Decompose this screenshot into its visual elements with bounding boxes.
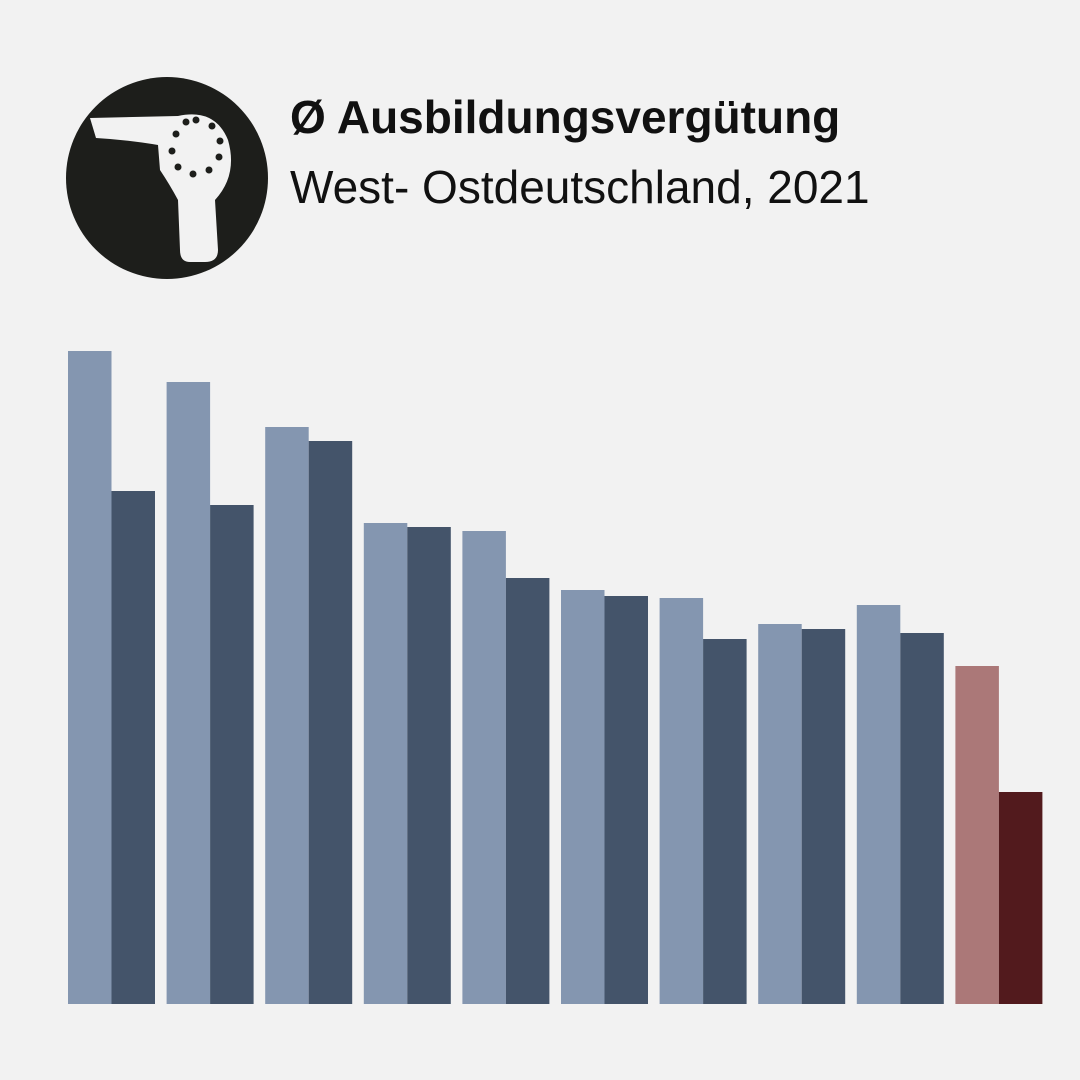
bar — [111, 491, 155, 1004]
bar — [604, 596, 648, 1004]
bar — [801, 629, 846, 1004]
bar — [308, 441, 353, 1004]
bar — [703, 639, 747, 1004]
bar — [166, 382, 211, 1004]
bar — [561, 590, 605, 1004]
bar — [265, 427, 309, 1004]
bar — [856, 605, 901, 1004]
bar — [998, 792, 1043, 1004]
icon — [66, 77, 268, 279]
bar — [758, 624, 802, 1004]
bar — [659, 598, 704, 1004]
bar — [68, 351, 112, 1004]
bar — [462, 531, 506, 1004]
bar — [955, 666, 999, 1004]
bar — [210, 505, 254, 1004]
chart-title: Ø Ausbildungsvergütung — [290, 91, 840, 143]
bar — [363, 523, 408, 1004]
bar — [407, 527, 451, 1004]
chart-subtitle: West- Ostdeutschland, 2021 — [290, 161, 870, 213]
bar — [900, 633, 944, 1004]
bar — [505, 578, 550, 1004]
